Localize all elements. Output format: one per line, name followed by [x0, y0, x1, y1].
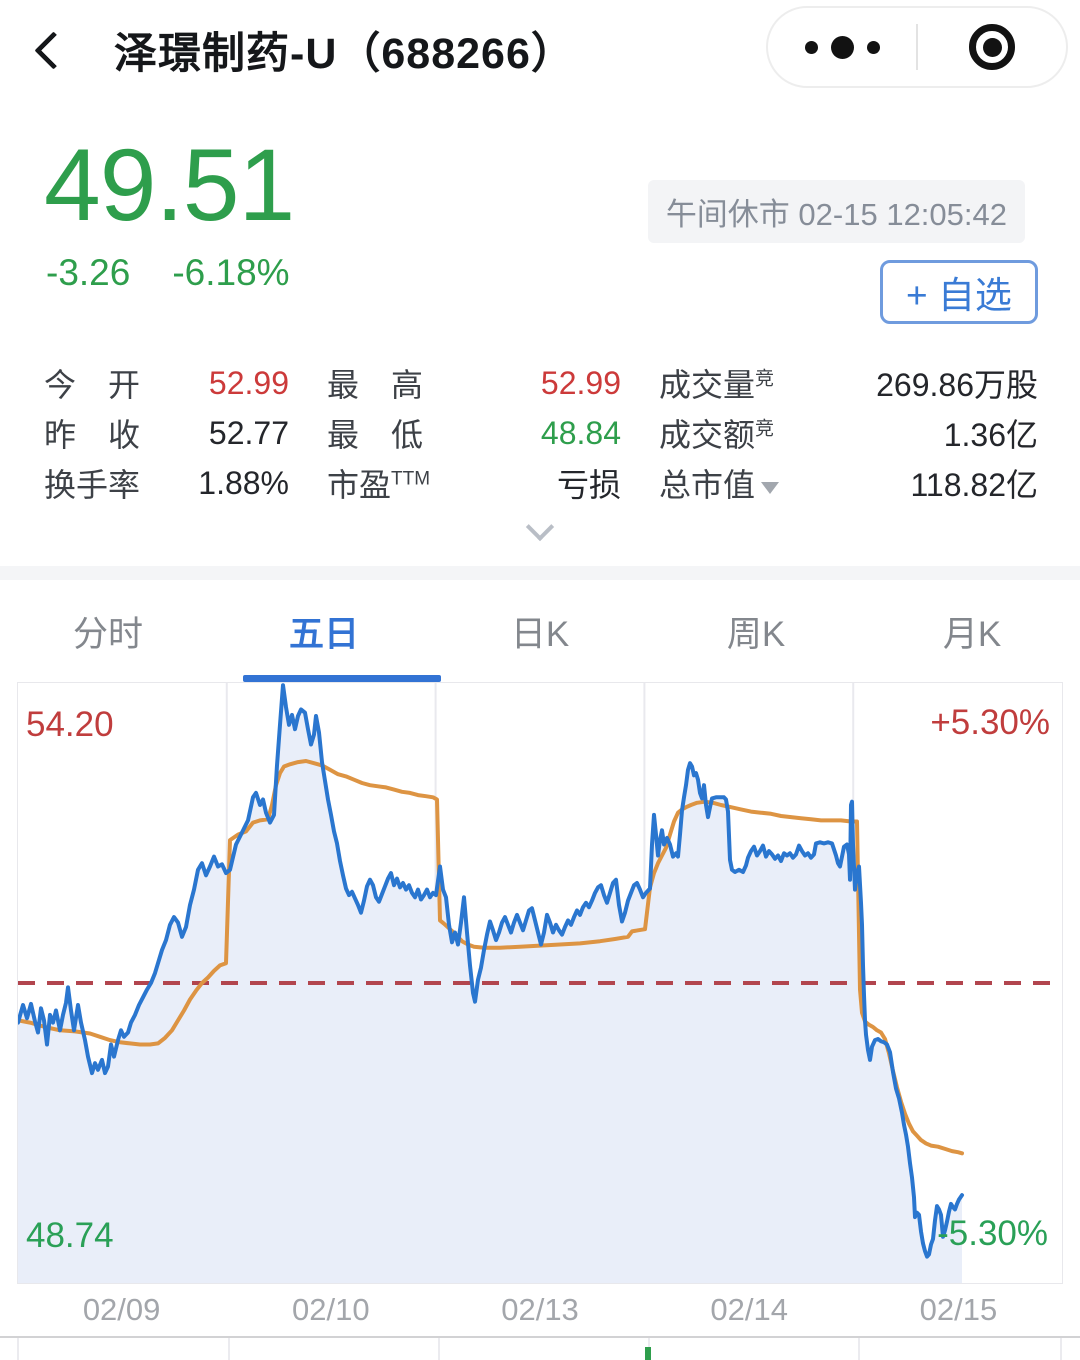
volume-gridline	[438, 1338, 440, 1360]
stat-low: 最 低 48.84	[327, 414, 621, 454]
price-change: -3.26	[46, 252, 131, 293]
price-change-row: -3.26 -6.18%	[46, 252, 1080, 294]
x-axis-label: 02/10	[292, 1292, 370, 1327]
stat-low-value: 48.84	[540, 414, 621, 451]
current-price: 49.51	[44, 128, 295, 242]
stat-prev-close-value: 52.77	[208, 414, 289, 451]
section-separator	[0, 566, 1080, 580]
expand-stats-button[interactable]	[0, 512, 1080, 556]
header: 泽璟制药-U（688266）	[0, 0, 1080, 100]
back-button[interactable]	[18, 10, 88, 90]
dropdown-caret-icon	[761, 481, 780, 494]
chevron-down-icon	[525, 512, 555, 542]
volume-gridline	[17, 1338, 19, 1360]
wechat-capsule	[766, 6, 1068, 88]
x-axis-label: 02/15	[919, 1292, 998, 1327]
stat-market-cap[interactable]: 总市值 118.82亿	[659, 458, 1038, 508]
stat-market-cap-value: 118.82亿	[910, 467, 1038, 503]
tab-weekly-k[interactable]: 周K	[648, 580, 864, 682]
market-status-badge: 午间休市 02-15 12:05:42	[647, 180, 1025, 243]
exit-miniprogram-button[interactable]	[918, 8, 1066, 86]
chart-canvas[interactable]	[18, 683, 1062, 1283]
stat-open: 今 开 52.99	[44, 364, 289, 404]
volume-panel	[0, 1336, 1080, 1360]
stat-open-value: 52.99	[208, 364, 289, 401]
stat-high-value: 52.99	[540, 364, 621, 401]
stats-grid: 今 开 52.99 最 高 52.99 成交量竞 269.86万股 昨 收 52…	[44, 358, 1038, 508]
stat-turnover-amount: 成交额竞 1.36亿	[659, 408, 1038, 458]
page-title: 泽璟制药-U（688266）	[114, 30, 575, 78]
more-options-button[interactable]	[768, 8, 916, 86]
chart-min-price-label: 48.74	[26, 1216, 114, 1255]
x-axis-label: 02/13	[501, 1292, 579, 1327]
chart-period-tabs: 分时 五日 日K 周K 月K	[0, 580, 1080, 682]
stat-turnover-rate: 换手率 1.88%	[44, 464, 289, 504]
tab-five-day[interactable]: 五日	[216, 580, 432, 682]
quote-section: 49.51 -3.26 -6.18% 午间休市 02-15 12:05:42 +…	[0, 134, 1080, 346]
stat-volume: 成交量竞 269.86万股	[659, 358, 1038, 408]
volume-gridline	[228, 1338, 230, 1360]
x-axis-label: 02/09	[82, 1292, 161, 1327]
chart-x-axis: 02/09 02/10 02/13 02/14 02/15	[17, 1284, 1063, 1336]
add-watchlist-button[interactable]: + 自选	[880, 260, 1038, 324]
target-icon	[969, 24, 1015, 70]
volume-bar	[645, 1347, 651, 1360]
five-day-price-chart[interactable]: 54.20 +5.30% 48.74 -5.30%	[17, 682, 1063, 1284]
back-chevron-icon	[33, 30, 73, 70]
stat-pe-ttm: 市盈TTM 亏损	[327, 458, 659, 508]
stat-turnover-rate-value: 1.88%	[198, 464, 289, 501]
stat-volume-value: 269.86万股	[876, 367, 1038, 403]
tab-daily-k[interactable]: 日K	[432, 580, 648, 682]
x-axis-label: 02/14	[710, 1292, 788, 1327]
chart-min-percent-label: -5.30%	[937, 1214, 1048, 1253]
stat-turnover-amount-value: 1.36亿	[943, 417, 1038, 453]
stat-prev-close: 昨 收 52.77	[44, 414, 289, 454]
ellipsis-icon	[804, 35, 880, 59]
chart-max-percent-label: +5.30%	[930, 703, 1050, 742]
volume-gridline	[858, 1338, 860, 1360]
chart-max-price-label: 54.20	[26, 705, 114, 744]
price-change-percent: -6.18%	[172, 252, 290, 293]
stat-high: 最 高 52.99	[327, 364, 621, 404]
tab-minute[interactable]: 分时	[0, 580, 216, 682]
volume-gridline	[1060, 1338, 1062, 1360]
capsule-divider	[916, 24, 918, 70]
tab-monthly-k[interactable]: 月K	[864, 580, 1080, 682]
stat-pe-ttm-value: 亏损	[556, 467, 621, 503]
active-tab-underline	[243, 675, 441, 682]
